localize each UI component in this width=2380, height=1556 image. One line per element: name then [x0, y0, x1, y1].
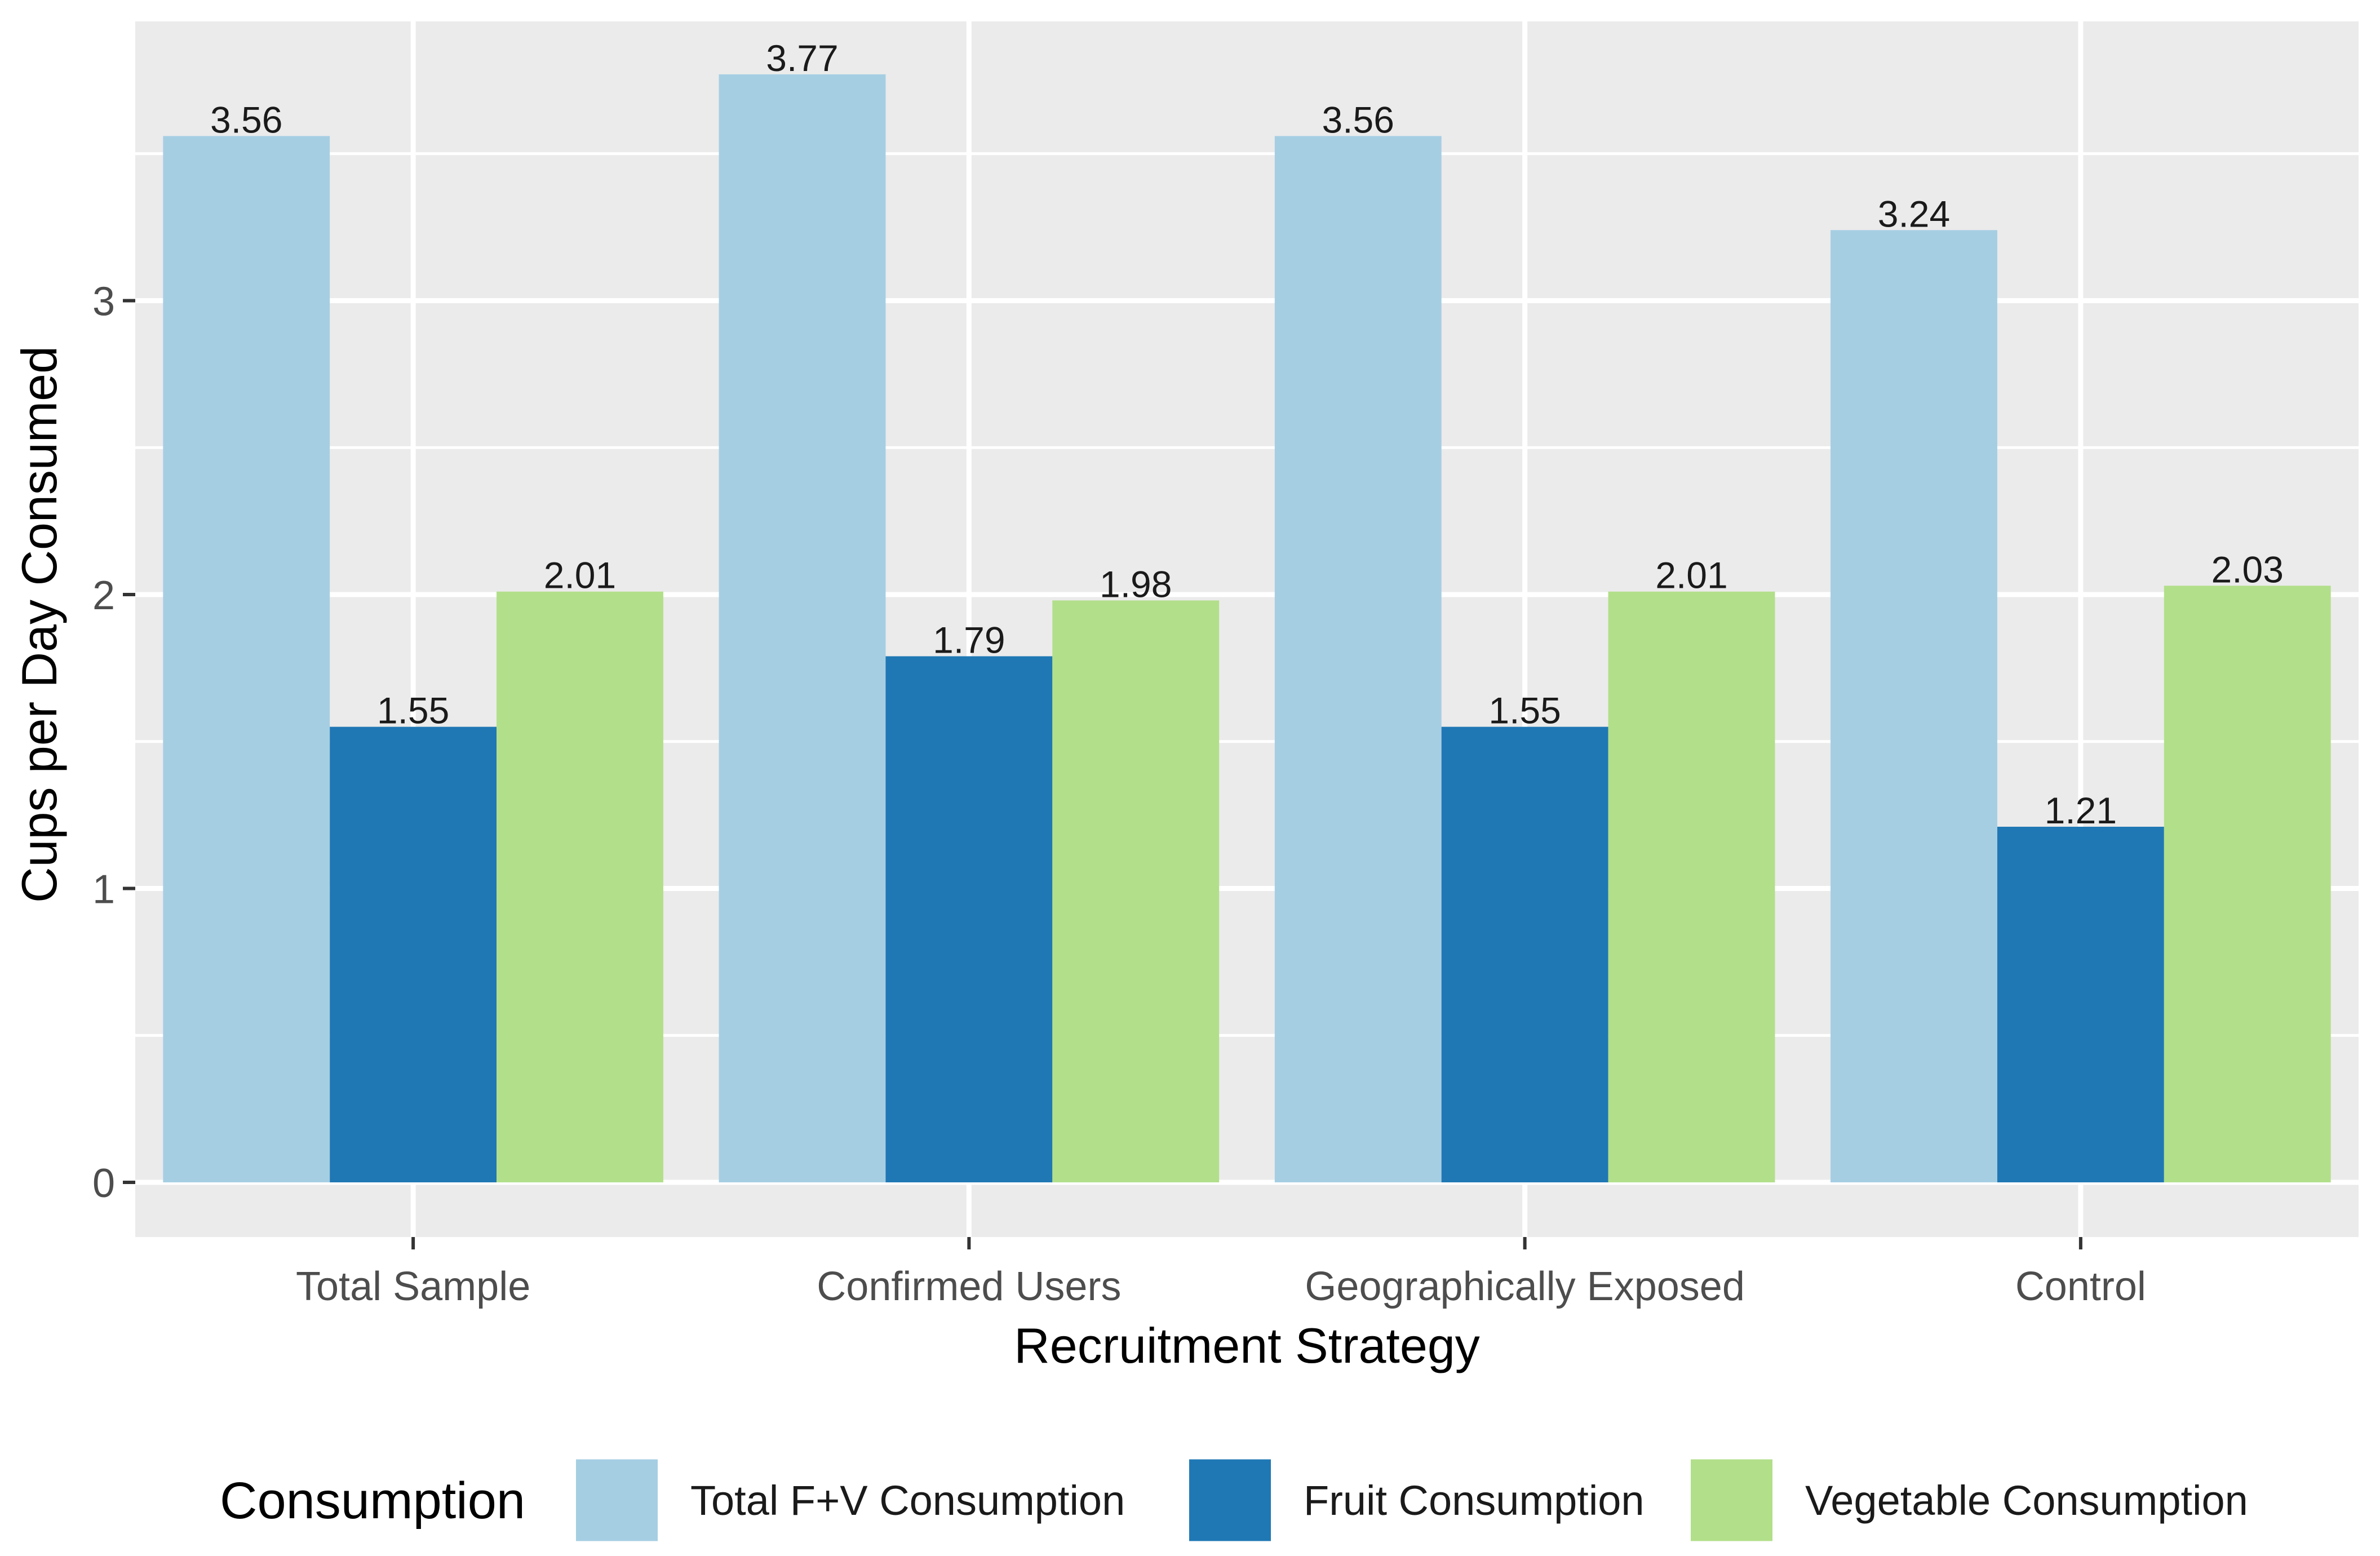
y-tick-label: 3 [92, 279, 115, 324]
data-label: 2.01 [1655, 555, 1727, 596]
bar [885, 656, 1053, 1182]
y-axis-title: Cups per Day Consumed [11, 346, 67, 903]
bar [330, 726, 497, 1182]
data-label: 2.01 [544, 555, 616, 596]
bar [719, 74, 886, 1182]
bar [497, 591, 663, 1182]
data-label: 1.98 [1100, 563, 1172, 605]
data-label: 1.79 [933, 619, 1005, 660]
bar [1052, 600, 1220, 1182]
legend-key [1691, 1459, 1772, 1541]
y-tick-label: 0 [92, 1161, 115, 1206]
y-axis: 0 1 2 3 [92, 279, 135, 1206]
data-label: 3.56 [1322, 99, 1394, 140]
x-tick-label: Confirmed Users [817, 1264, 1121, 1309]
x-axis: Total Sample Confirmed Users Geographicall… [296, 1237, 2146, 1309]
legend-label: Vegetable Consumption [1805, 1477, 2248, 1524]
data-label: 1.21 [2045, 790, 2117, 831]
legend-key [1189, 1459, 1271, 1541]
x-tick-label: Control [2015, 1264, 2146, 1309]
data-label: 3.56 [210, 99, 282, 140]
bar [1997, 826, 2164, 1182]
x-tick-label: Total Sample [296, 1264, 530, 1309]
bar [163, 136, 330, 1182]
bar [1608, 591, 1775, 1182]
legend-label: Fruit Consumption [1304, 1477, 1645, 1524]
bar [1831, 230, 1997, 1183]
legend-title: Consumption [220, 1472, 525, 1530]
data-label: 2.03 [2211, 548, 2284, 590]
y-tick-label: 1 [92, 867, 115, 912]
legend-key [576, 1459, 658, 1541]
data-label: 3.77 [766, 37, 838, 79]
data-label: 3.24 [1878, 193, 1950, 234]
legend: Consumption Total F+V Consumption Fruit C… [220, 1459, 2248, 1541]
data-labels: 3.56 1.55 2.01 3.77 1.79 1.98 3.56 1.55 2.01 3.24… [210, 37, 2284, 831]
x-axis-title: Recruitment Strategy [1014, 1318, 1480, 1373]
x-tick-label: Geographically Exposed [1305, 1264, 1744, 1309]
bar [2164, 586, 2331, 1182]
bars [163, 74, 2331, 1183]
legend-label: Total F+V Consumption [690, 1477, 1125, 1524]
data-label: 1.55 [377, 690, 449, 732]
bar [1274, 136, 1442, 1182]
bar [1441, 726, 1608, 1182]
data-label: 1.55 [1488, 690, 1561, 732]
y-tick-label: 2 [92, 573, 115, 618]
